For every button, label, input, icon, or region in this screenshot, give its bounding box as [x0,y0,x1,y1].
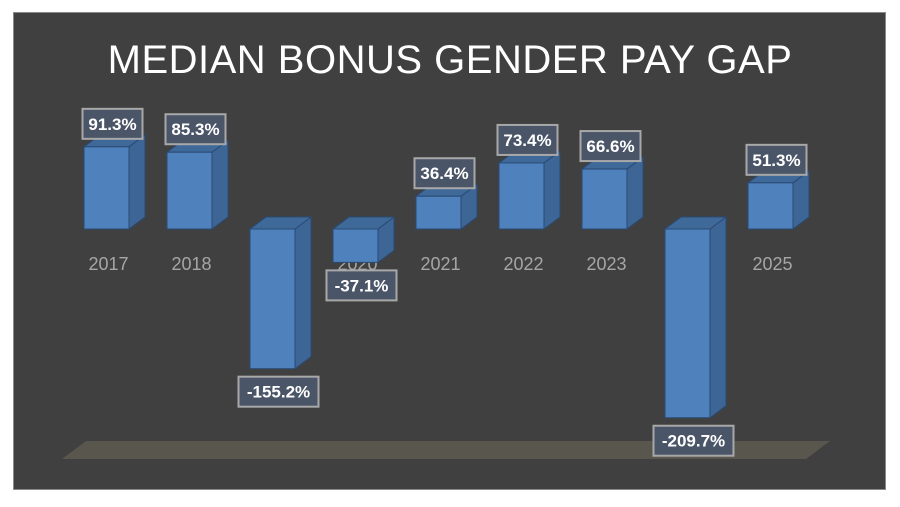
data-label: 51.3% [752,151,800,170]
bar-front [249,228,296,370]
bar-front [581,168,628,230]
x-tick-label: 2017 [88,254,128,274]
data-label-box [413,157,476,190]
bar-front [415,195,462,230]
data-label-box [81,107,144,140]
data-label-box [325,269,398,302]
data-label: -209.7% [662,432,725,451]
data-label-box [496,123,559,156]
bar-2018 [165,139,230,230]
data-label-box [652,424,735,457]
bar-2024 [663,216,728,419]
data-label: 91.3% [88,115,136,134]
data-label-box [579,130,642,163]
data-label: 36.4% [420,164,468,183]
data-label: -37.1% [335,276,389,295]
bar-2023 [580,156,645,230]
bar-front [332,228,379,263]
data-label: 73.4% [503,131,551,150]
x-tick-label: 2021 [420,254,460,274]
data-label-box [237,375,320,408]
x-tick-label: 2025 [752,254,792,274]
chart-area [13,12,886,490]
bar-side [211,139,229,230]
bar-front [498,162,545,230]
bar-front [664,228,711,419]
bar-front [747,182,794,230]
x-tick-label: 2022 [503,254,543,274]
data-label: -155.2% [247,383,310,402]
bar-2017 [82,133,147,230]
data-label: 85.3% [171,120,219,139]
bar-side [128,133,146,230]
data-label-box [745,143,808,176]
bar-2020 [331,216,396,264]
x-tick-label: 2018 [171,254,211,274]
bar-2025 [746,169,811,230]
bar-side [294,216,312,370]
bar-front [83,146,130,230]
data-label: 66.6% [586,137,634,156]
chart-title: MEDIAN BONUS GENDER PAY GAP [107,38,793,82]
bar-2021 [414,183,479,230]
bar-front [166,151,213,230]
data-label-box [164,113,227,146]
chart-floor [62,441,830,459]
bar-2019 [248,216,313,370]
bar-2022 [497,149,562,230]
bar-side [709,216,727,419]
bar-side [543,149,561,230]
x-tick-label: 2023 [586,254,626,274]
